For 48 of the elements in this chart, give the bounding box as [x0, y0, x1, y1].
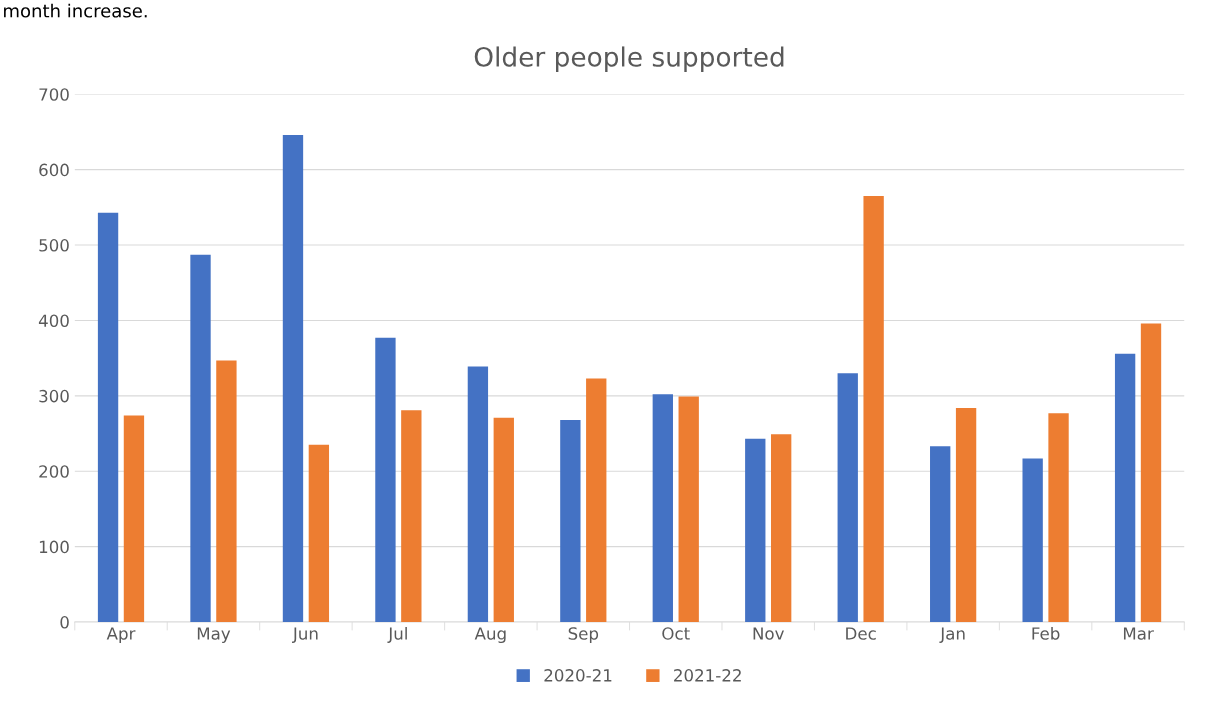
x-tick-label: Jun — [292, 627, 318, 643]
y-tick-label: 700 — [39, 88, 69, 101]
bar — [863, 196, 884, 623]
x-tick-label: Jan — [939, 627, 965, 643]
x-tick-label: Nov — [753, 627, 784, 640]
bar — [837, 373, 858, 623]
x-tick-label: Feb — [1032, 626, 1060, 640]
bar — [282, 134, 304, 623]
bar — [745, 438, 766, 623]
x-tick-label: Oct — [662, 627, 690, 640]
y-tick-label: 0 — [60, 616, 69, 629]
x-tick-label: Jul — [387, 626, 407, 643]
x-tick-label: Mar — [1123, 627, 1154, 640]
y-tick-label: 400 — [38, 314, 69, 328]
bar — [560, 419, 581, 623]
bar — [771, 434, 792, 623]
bar — [401, 410, 422, 623]
bar — [652, 394, 673, 623]
bar — [1114, 353, 1136, 623]
y-tick-label: 100 — [39, 540, 69, 554]
bar — [930, 446, 951, 623]
y-tick-label: 200 — [39, 465, 69, 478]
bar — [467, 366, 489, 623]
bar — [375, 337, 396, 623]
bar — [1022, 458, 1043, 623]
bar — [308, 444, 330, 623]
bar — [678, 396, 699, 623]
legend-label: 2021-22 — [674, 669, 741, 682]
x-tick-label: Sep — [568, 627, 599, 644]
y-tick-label: 600 — [39, 163, 69, 177]
text: month increase. — [4, 3, 147, 18]
bar — [216, 360, 237, 623]
x-tick-label: May — [197, 627, 231, 644]
x-tick-label: Dec — [846, 627, 876, 640]
y-tick-label: 300 — [39, 389, 69, 403]
legend-label: 2020-21 — [544, 669, 612, 682]
chart-title: Older people supported — [474, 46, 784, 72]
bar — [190, 254, 211, 623]
x-tick-label: Aug — [474, 627, 506, 644]
bar — [955, 407, 977, 623]
bar — [1140, 323, 1162, 623]
bar — [97, 212, 119, 623]
bar — [123, 415, 145, 623]
x-tick-label: Apr — [106, 627, 136, 644]
bar — [586, 378, 607, 623]
bar — [493, 417, 514, 623]
y-tick-label: 500 — [39, 239, 69, 252]
bar — [1048, 413, 1069, 623]
